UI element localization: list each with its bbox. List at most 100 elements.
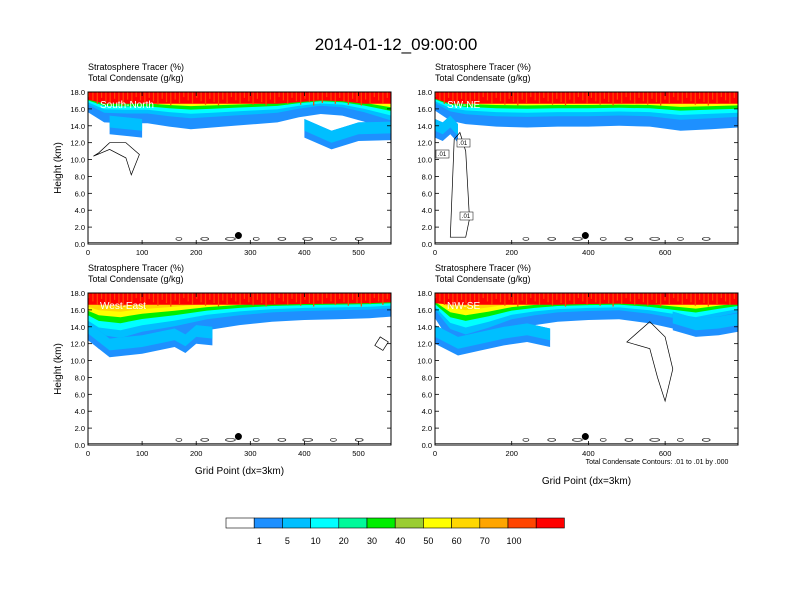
tracer-stripe [222,293,224,301]
tracer-stripe [222,92,224,100]
surface-contour [252,237,260,241]
x-tick-label: 0 [86,449,90,458]
y-tick-label: 0.0 [422,240,432,249]
surface-contour [649,237,661,241]
tracer-stripe [573,293,575,304]
tracer-stripe [521,293,523,301]
tracer-stripe [300,293,302,306]
y-tick-label: 8.0 [75,373,85,382]
panel-label: South-North [100,100,154,111]
tracer-stripe [712,92,714,100]
tracer-stripe [538,92,541,104]
tracer-stripe [677,293,679,302]
tracer-stripe [560,293,562,304]
plot-area [435,293,738,445]
colorbar-swatch [310,517,340,529]
tracer-stripe [668,92,670,103]
tracer-stripe [504,293,506,306]
surface-contour [175,237,183,241]
anvil-core-0 [435,115,458,136]
tracer-stripe [474,293,476,301]
tracer-stripe [651,92,653,99]
x-tick-label: 300 [244,449,257,458]
tracer-stripe [525,92,528,103]
location-marker [581,232,589,240]
surface-contour [302,237,314,241]
panel-label: NW-SE [447,301,480,312]
tracer-stripe [534,92,536,101]
tracer-stripe [261,92,263,103]
tracer-stripe [235,92,237,101]
tracer-stripe [365,293,367,301]
tracer-stripe [178,293,181,304]
tracer-stripe [118,293,120,304]
tracer-stripe [443,293,445,305]
tracer-stripe [239,92,241,104]
tracer-stripe [334,92,336,104]
tracer-stripe [178,92,181,103]
tracer-stripe [373,92,375,98]
tracer-stripe [478,293,480,304]
y-tick-label: 14.0 [70,323,85,332]
tracer-stripe [469,92,471,106]
y-tick-label: 14.0 [417,122,432,131]
tracer-stripe [590,293,592,299]
y-tick-label: 18.0 [417,289,432,298]
tracer-stripe [88,293,90,299]
tracer-stripe [599,92,601,105]
tracer-stripe [551,293,554,306]
y-tick-label: 0.0 [75,240,85,249]
tracer-stripe [686,92,688,98]
y-tick-label: 2.0 [422,223,432,232]
tracer-stripe [139,92,142,101]
contour-label-box [459,211,474,221]
tracer-stripe [577,293,579,299]
surface-contour [330,237,337,241]
tracer-stripe [482,92,484,98]
tracer-stripe [625,92,627,98]
figure-title: 2014-01-12_09:00:00 [315,35,478,54]
tracer-stripe [326,293,328,299]
x-tick-label: 0 [86,248,90,257]
colorbar-swatch [282,517,311,529]
tracer-stripe [681,293,683,305]
tracer-stripe [313,92,315,106]
tracer-stripe [495,293,497,299]
tracer-stripe [217,92,220,106]
plot-area [88,293,391,445]
tracer-stripe [165,92,168,103]
colorbar-label: 100 [506,536,521,546]
tracer-stripe [677,92,679,101]
tracer-stripe [616,293,618,301]
tracer-stripe [131,92,133,103]
tracer-stripe [491,92,493,104]
surface-contour [277,438,287,442]
anvil-core-1 [672,311,738,331]
panel-sw-ne: SW-NE .01 .01 .01 Stratosphere Tracer (%)Tot… [417,62,739,257]
tracer-stripe [295,293,297,303]
tracer-stripe [109,92,111,105]
y-tick-label: 10.0 [70,156,85,165]
tracer-stripe [382,293,384,305]
tracer-stripe [326,92,328,98]
tracer-stripe [469,293,471,307]
colorbar-label: 70 [480,536,490,546]
tracer-stripe [347,92,349,105]
tracer-stripe [495,92,497,98]
tracer-stripe [486,293,489,302]
tracer-stripe [217,293,220,307]
surface-contour [649,438,661,442]
tracer-stripe [360,293,362,307]
y-tick-label: 6.0 [75,390,85,399]
tracer-stripe [512,92,515,103]
tracer-stripe [122,293,124,307]
tracer-stripe [209,293,211,300]
tracer-stripe [530,92,532,98]
plot-frame [434,91,739,245]
y-tick-label: 8.0 [422,172,432,181]
plot-frame [87,91,392,245]
tracer-stripe [308,92,310,103]
panel-label: SW-NE [447,100,480,111]
tracer-stripe [573,92,575,103]
